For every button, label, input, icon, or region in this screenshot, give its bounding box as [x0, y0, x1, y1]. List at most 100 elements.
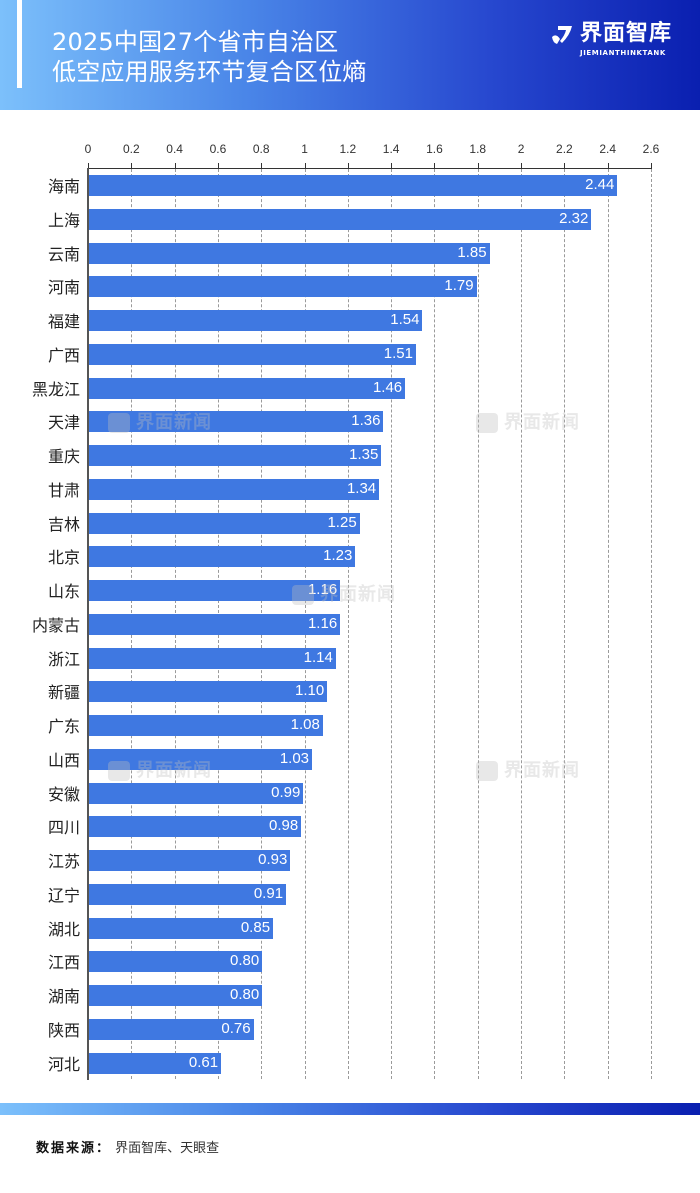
bar: 0.85	[89, 917, 274, 939]
gridline	[434, 169, 436, 1079]
bar-value-label: 2.44	[585, 176, 615, 193]
x-tick-mark	[564, 163, 566, 169]
bar-value-label: 1.03	[279, 749, 310, 767]
x-tick-label: 2.4	[599, 142, 617, 156]
title-line-1: 2025中国27个省市自治区	[52, 28, 339, 56]
category-label: 陕西	[47, 1020, 80, 1040]
bar-value-label: 0.93	[258, 851, 288, 868]
x-tick-mark	[434, 163, 436, 169]
x-tick-label: 2.6	[642, 142, 660, 156]
bar-row: 江苏 0.93	[0, 844, 700, 878]
watermark: 界面新闻	[292, 580, 396, 606]
gridline	[347, 169, 349, 1079]
category-label: 广东	[47, 717, 80, 736]
gridline	[607, 169, 609, 1079]
bar-row: 湖北 0.85	[0, 912, 700, 946]
category-label: 新疆	[47, 683, 80, 703]
bar-value-label: 0.99	[271, 783, 301, 801]
x-axis-line	[88, 168, 651, 169]
logo-text-cn: 界面智库	[580, 21, 673, 46]
x-tick-label: 0	[84, 142, 92, 156]
bar-row: 天津 1.36	[0, 405, 700, 439]
bar: 0.76	[89, 1018, 254, 1040]
bar-row: 浙江 1.14	[0, 642, 700, 676]
category-label: 河北	[47, 1054, 80, 1074]
bar: 1.34	[89, 478, 380, 500]
bar-value-label: 2.32	[559, 209, 589, 227]
bar-row: 重庆 1.35	[0, 439, 700, 473]
bar: 1.51	[89, 343, 416, 365]
source-label: 数据来源：	[36, 1141, 112, 1156]
bar: 0.91	[89, 883, 287, 905]
bar-row: 甘肃 1.34	[0, 473, 700, 507]
bar-value-label: 0.76	[221, 1019, 251, 1037]
bar-row: 内蒙古 1.16	[0, 608, 700, 642]
bar-row: 四川 0.98	[0, 810, 700, 844]
bar-row: 河南 1.79	[0, 270, 700, 304]
bar: 1.54	[89, 310, 423, 331]
bar-value-label: 0.85	[240, 918, 271, 936]
title-line-2: 低空应用服务环节复合区位熵	[52, 58, 367, 86]
bar-value-label: 1.25	[327, 513, 357, 531]
category-label: 浙江	[47, 649, 80, 669]
category-label: 黑龙江	[31, 379, 80, 399]
watermark-icon	[108, 761, 130, 781]
bar-row: 湖南 0.80	[0, 979, 700, 1013]
bar-row: 新疆 1.10	[0, 675, 700, 709]
category-label: 北京	[47, 548, 80, 568]
gridline	[564, 169, 566, 1079]
bar: 1.08	[89, 715, 323, 736]
bar-value-label: 0.91	[253, 884, 284, 902]
x-tick-mark	[477, 163, 479, 169]
x-tick-mark	[217, 163, 219, 169]
bar: 1.10	[89, 681, 328, 703]
category-label: 山西	[47, 750, 80, 770]
x-tick-label: 1.6	[426, 142, 443, 156]
category-label: 内蒙古	[31, 615, 80, 635]
x-tick-mark	[521, 163, 523, 169]
x-tick-mark	[261, 163, 263, 169]
bar-value-label: 0.98	[269, 817, 299, 835]
bar-row: 海南 2.44	[0, 169, 700, 203]
bar-row: 北京 1.23	[0, 540, 700, 574]
category-label: 福建	[47, 312, 80, 331]
bar-row: 上海 2.32	[0, 203, 700, 237]
bar: 1.16	[89, 613, 341, 635]
header-banner: 2025中国27个省市自治区 低空应用服务环节复合区位熵 界面智库 JIEMIA…	[0, 0, 700, 110]
watermark: 界面新闻	[108, 756, 212, 782]
x-tick-mark	[607, 163, 609, 169]
x-tick-label: 1.4	[382, 142, 400, 156]
logo-mark-icon	[552, 26, 572, 44]
bar-value-label: 1.35	[349, 446, 379, 463]
x-tick-mark	[88, 163, 89, 169]
bar: 1.79	[89, 276, 477, 298]
bar-row: 河北 0.61	[0, 1047, 700, 1081]
bar-row: 吉林 1.25	[0, 507, 700, 541]
bar: 1.46	[89, 377, 406, 399]
bar-value-label: 0.80	[230, 952, 260, 970]
bar: 1.03	[89, 748, 313, 770]
x-tick-mark	[174, 163, 176, 169]
bar-value-label: 1.85	[457, 243, 487, 261]
bar: 1.23	[89, 546, 356, 568]
bar-value-label: 1.08	[290, 716, 320, 733]
category-label: 山东	[47, 582, 80, 601]
bar-value-label: 1.16	[307, 581, 338, 598]
source-text: 界面智库、天眼查	[115, 1141, 220, 1156]
x-tick-label: 0.8	[252, 142, 270, 156]
bar-row: 安徽 0.99	[0, 777, 700, 811]
bar-row: 辽宁 0.91	[0, 878, 700, 912]
gridline	[651, 169, 652, 1079]
bar-value-label: 1.23	[323, 547, 353, 565]
bar-value-label: 0.61	[188, 1053, 219, 1071]
bar: 0.61	[89, 1052, 222, 1074]
bar-value-label: 1.14	[303, 648, 333, 666]
category-label: 江西	[47, 953, 80, 973]
x-tick-mark	[391, 163, 393, 169]
x-tick-label: 2	[517, 142, 525, 156]
watermark: 界面新闻	[476, 756, 580, 782]
data-source: 数据来源： 界面智库、天眼查	[36, 1137, 219, 1156]
bar-row: 江西 0.80	[0, 945, 700, 979]
watermark: 界面新闻	[476, 408, 580, 434]
category-label: 河南	[47, 278, 80, 298]
